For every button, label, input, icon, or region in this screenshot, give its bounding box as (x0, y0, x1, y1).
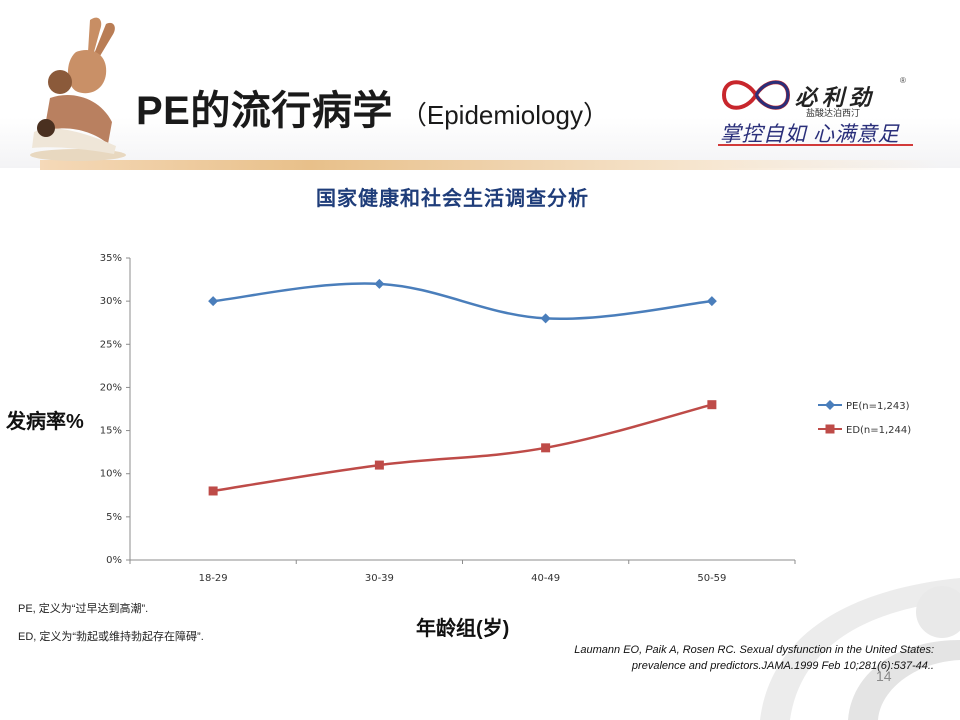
pe-legend-marker (825, 400, 835, 410)
pe-data-point (706, 296, 717, 307)
couple-illustration (30, 17, 126, 161)
pe-definition-note: PE, 定义为“过早达到高潮”. (18, 603, 149, 615)
logo-underline (718, 144, 913, 146)
brand-logo: 必利劲 ® 盐酸达泊西汀 掌控自如 心满意足 (712, 70, 917, 148)
x-tick-label: 50-59 (697, 573, 726, 584)
pe-data-point (374, 278, 385, 289)
logo-registered-mark: ® (900, 76, 906, 85)
ed-legend-marker (825, 424, 835, 434)
logo-generic-name: 盐酸达泊西汀 (806, 108, 861, 118)
slide-title-main: PE的流行病学 (136, 89, 393, 133)
pe-series-line (212, 282, 713, 321)
pe-data-point (208, 296, 219, 307)
header-divider (40, 160, 940, 170)
y-tick-label: 15% (100, 426, 122, 437)
x-tick-label: 40-49 (531, 573, 560, 584)
infinity-logo-icon (721, 80, 791, 110)
ed-data-point (707, 400, 717, 410)
y-axis-label: 发病率% (6, 411, 84, 433)
y-tick-label: 0% (106, 555, 122, 566)
reference-line-1: Laumann EO, Paik A, Rosen RC. Sexual dys… (574, 644, 934, 656)
ed-series-line (212, 403, 713, 493)
pe-data-point (540, 313, 551, 324)
y-tick-label: 20% (100, 382, 122, 393)
reference-line-2: prevalence and predictors.JAMA.1999 Feb … (631, 660, 934, 672)
ed-data-point (374, 460, 384, 470)
x-tick-label: 30-39 (365, 573, 394, 584)
logo-slogan: 掌控自如 心满意足 (720, 122, 900, 146)
slide-title-sub: （Epidemiology） (400, 100, 609, 130)
x-axis-label: 年龄组(岁) (416, 618, 510, 640)
pe-legend-label: PE(n=1,243) (846, 401, 910, 412)
y-tick-label: 10% (100, 469, 122, 480)
ed-data-point (208, 486, 218, 496)
y-tick-label: 5% (106, 512, 122, 523)
ed-data-point (541, 443, 551, 453)
ed-definition-note: ED, 定义为“勃起或维持勃起存在障碍”. (18, 631, 204, 643)
ed-legend-label: ED(n=1,244) (846, 425, 911, 436)
header-band (0, 0, 960, 168)
y-tick-label: 35% (100, 253, 122, 264)
page-number: 14 (876, 668, 892, 684)
y-tick-label: 30% (100, 296, 122, 307)
logo-brand-name: 必利劲 (795, 85, 877, 111)
slide-title: PE的流行病学 （Epidemiology） (136, 78, 609, 133)
y-tick-label: 25% (100, 339, 122, 350)
chart-title: 国家健康和社会生活调查分析 (316, 188, 589, 210)
x-tick-label: 18-29 (199, 573, 228, 584)
